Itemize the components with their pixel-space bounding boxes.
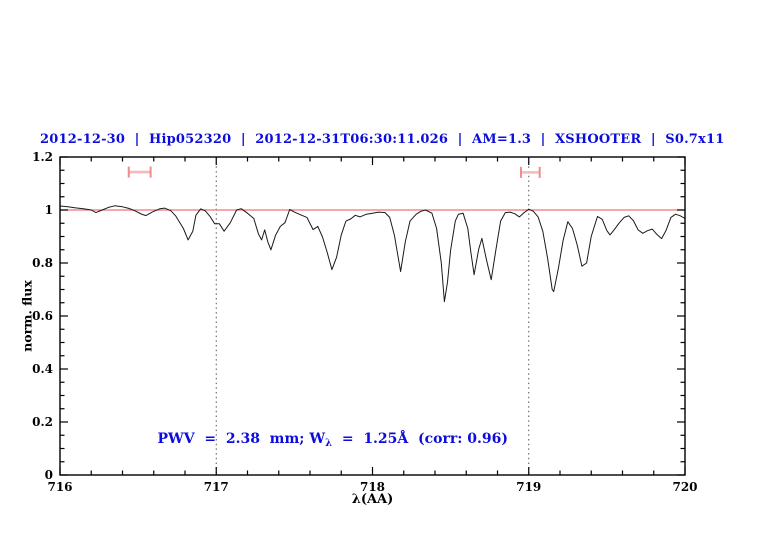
x-tick-label: 720 [672, 480, 697, 494]
y-tick-label: 0.2 [32, 415, 53, 429]
pwv-annotation: PWV = 2.38 mm; Wλ = 1.25Å (corr: 0.96) [138, 415, 509, 465]
y-tick-label: 0.6 [32, 309, 53, 323]
y-tick-label: 0.4 [32, 362, 53, 376]
pwv-annotation-subscript: λ [325, 438, 333, 449]
y-tick-label: 0.8 [32, 256, 53, 270]
spectrum-line [59, 205, 686, 303]
x-tick-label: 719 [516, 480, 541, 494]
pwv-annotation-suffix: = 1.25Å (corr: 0.96) [332, 431, 509, 447]
x-tick-label: 717 [204, 480, 229, 494]
pwv-annotation-prefix: PWV = 2.38 mm; W [157, 431, 326, 447]
plot-title: 2012-12-30 | Hip052320 | 2012-12-31T06:3… [40, 132, 725, 147]
y-axis-label: norm. flux [19, 280, 35, 352]
y-tick-label: 1 [45, 203, 53, 217]
x-tick-label: 716 [47, 480, 72, 494]
x-axis-label: λ(AA) [351, 492, 394, 507]
y-tick-label: 0 [45, 468, 53, 482]
x-tick-label: 718 [360, 480, 385, 494]
y-tick-label: 1.2 [32, 150, 53, 164]
